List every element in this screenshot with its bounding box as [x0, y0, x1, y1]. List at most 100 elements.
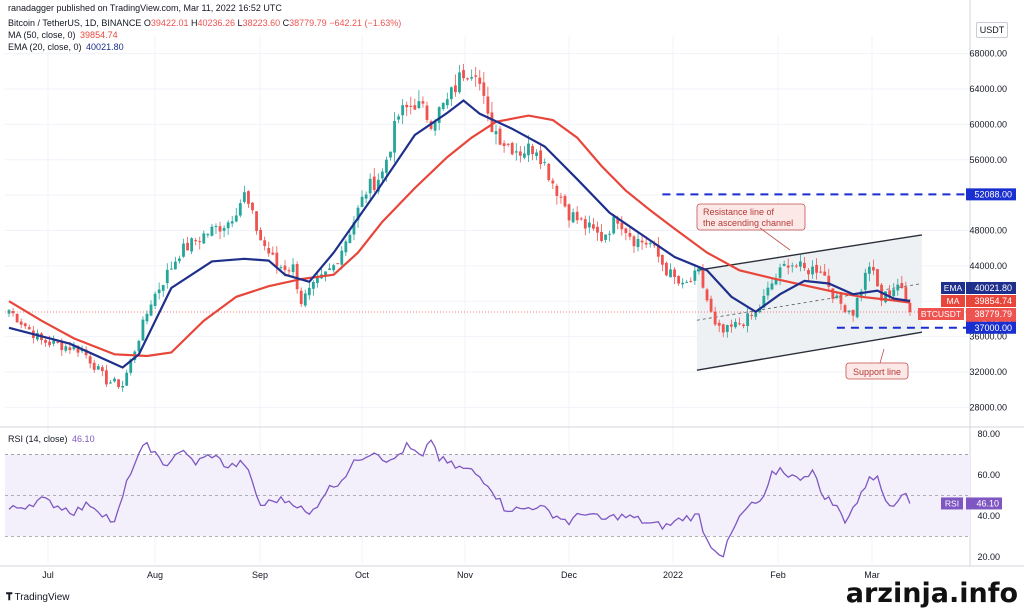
resistance-callout-text-1: Resistance line of — [703, 207, 775, 217]
time-tick-label: Mar — [864, 570, 880, 580]
candle-body — [563, 195, 567, 207]
candle-body — [616, 218, 620, 224]
symbol-name: Bitcoin / TetherUS, 1D, BINANCE — [8, 18, 142, 28]
candle-body — [303, 293, 307, 306]
candle-body — [157, 289, 161, 294]
candle-body — [27, 327, 31, 330]
candle-body — [729, 324, 733, 327]
candle-body — [652, 244, 656, 246]
ema-price-tag-value: 40021.80 — [974, 283, 1012, 293]
candle-body — [669, 269, 672, 278]
rsi-tick-label: 60.00 — [977, 470, 1000, 480]
candle-body — [766, 287, 770, 296]
price-tick-label: 64000.00 — [969, 84, 1007, 94]
candle-body — [263, 240, 267, 247]
ma-label: MA (50, close, 0) — [8, 30, 76, 40]
candle-body — [242, 192, 246, 202]
candle-body — [514, 151, 518, 153]
price-tick-label: 68000.00 — [969, 49, 1007, 59]
candle-body — [287, 270, 291, 272]
candle-body — [750, 315, 754, 317]
candle-body — [255, 211, 258, 231]
price-tick-label: 28000.00 — [969, 402, 1007, 412]
candle-body — [827, 275, 831, 287]
candle-body — [835, 295, 839, 298]
candle-body — [393, 120, 396, 153]
candle-body — [794, 265, 798, 267]
moving-averages — [8, 99, 911, 369]
candle-body — [311, 281, 315, 289]
candle-body — [620, 222, 624, 230]
ema-price-tag: EMA 40021.80 — [941, 282, 1016, 294]
tradingview-logo: 𝐓 TradingView — [6, 592, 69, 603]
candle-body — [206, 234, 210, 236]
rsi-tick-label: 80.00 — [977, 429, 1000, 439]
candle-body — [494, 131, 498, 135]
candle-body — [194, 240, 198, 242]
candle-body — [433, 122, 437, 131]
candle-body — [380, 171, 384, 179]
candle-body — [896, 284, 900, 291]
candle-body — [648, 243, 652, 245]
candle-body — [360, 196, 364, 207]
candle-body — [843, 305, 847, 313]
candle-body — [697, 267, 701, 272]
candle-body — [884, 291, 887, 303]
ema-legend: EMA (20, close, 0) 40021.80 — [8, 42, 124, 53]
candle-body — [786, 265, 790, 268]
candle-body — [551, 180, 555, 184]
candle-body — [803, 262, 806, 269]
candle-body — [182, 243, 185, 257]
candle-body — [234, 215, 238, 222]
time-tick-label: Sep — [252, 570, 268, 580]
candle-body — [782, 263, 786, 266]
candle-body — [145, 313, 149, 322]
candle-body — [482, 82, 486, 96]
candle-body — [790, 265, 794, 267]
level-52088-tag-box — [966, 188, 1016, 201]
candle-body — [372, 176, 376, 191]
candle-body — [587, 222, 591, 228]
change-value: −642.21 (−1.63%) — [329, 18, 402, 28]
candle-body — [324, 271, 327, 276]
candle-body — [56, 341, 60, 343]
candle-body — [742, 324, 745, 327]
close-value: 38779.79 — [289, 18, 327, 28]
candle-body — [604, 234, 607, 240]
candle-body — [68, 347, 72, 351]
ma-line — [8, 114, 911, 358]
candle-body — [84, 349, 88, 356]
candle-body — [908, 302, 912, 313]
ma-price-tag: MA 39854.74 — [941, 295, 1016, 307]
time-tick-label: Dec — [561, 570, 578, 580]
candle-body — [76, 345, 80, 353]
candle-body — [251, 202, 254, 211]
time-tick-label: Aug — [147, 570, 163, 580]
currency-button[interactable]: USDT — [976, 22, 1008, 38]
open-value: 39422.01 — [150, 18, 189, 28]
btc-value: 38779.79 — [974, 309, 1012, 319]
candle-body — [441, 102, 445, 109]
candle-body — [571, 212, 575, 223]
candle-body — [11, 311, 15, 314]
candle-body — [48, 341, 51, 346]
price-tick-label: 36000.00 — [969, 332, 1007, 342]
candle-body — [539, 150, 543, 165]
candle-body — [364, 194, 368, 199]
candle-body — [770, 283, 774, 290]
level-37000-tag-box — [966, 321, 1016, 334]
candle-body — [401, 105, 405, 116]
candle-body — [117, 379, 120, 388]
candle-body — [222, 228, 226, 231]
resistance-callout-pointer — [759, 227, 791, 251]
channel-fill — [696, 234, 922, 371]
candle-body — [632, 236, 636, 247]
candle-body — [624, 228, 628, 233]
candle-body — [153, 293, 157, 306]
candle-body — [44, 340, 47, 343]
candle-body — [725, 325, 729, 332]
tradingview-icon: 𝐓 — [6, 592, 15, 603]
candle-body — [478, 77, 482, 84]
candle-body — [295, 263, 299, 290]
